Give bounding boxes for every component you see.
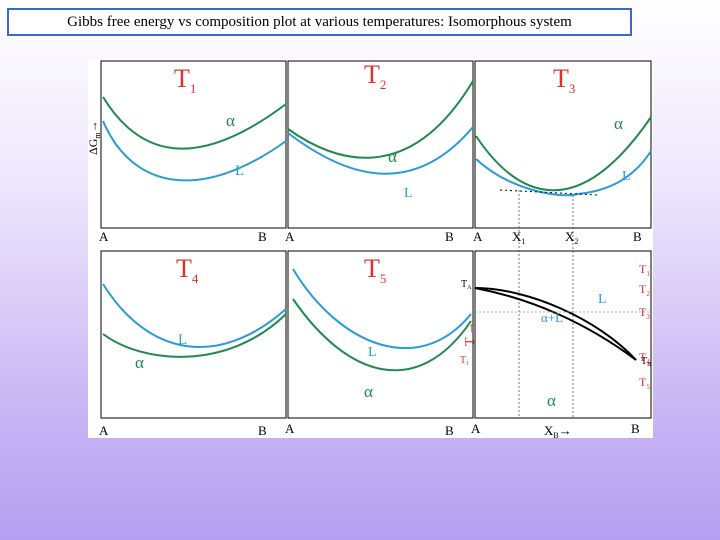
panel-1-alpha-curve [102,96,287,150]
panel-4-right-label: B [258,423,267,438]
x2-label: X2 [565,229,578,246]
region-solid-label: α [547,391,556,410]
panel-3-liquid-label: L [622,169,631,184]
panel-5-liquid-label: L [368,345,377,360]
panel-3-liquid-curve [475,150,652,197]
panel-2-alpha-label: α [388,147,397,166]
panel-3-frame [474,60,652,229]
temp-label-t5: T5 [639,375,650,391]
panel-4-frame [100,250,287,419]
panel-4-temperature-label: T4 [176,254,199,286]
panel-3-temperature-label: T3 [553,64,575,96]
panel-1-liquid-label: L [235,163,244,179]
panel-4-liquid-label: L [178,332,187,348]
figure-panel: ΔGm→ T1 α L A B T2 α L A B T3 α L A B X1… [88,59,653,438]
composition-axis-label: XB→ [544,423,572,438]
panel-2-liquid-curve [287,126,474,175]
temp-label-t4: T4 [639,350,650,366]
panel-1-alpha-label: α [226,111,235,130]
common-tangent-line [499,189,599,196]
phase-left-label: A [471,421,481,436]
panel-5-liquid-curve [292,268,472,350]
panel-1-left-label: A [99,229,109,244]
panel-3-left-label: A [473,229,483,244]
slide-title: Gibbs free energy vs composition plot at… [7,8,632,36]
panel-4-liquid-curve [102,283,287,349]
panel-5-frame [287,250,474,419]
panel-3-alpha-curve [475,116,652,192]
panel-1-temperature-label: T1 [174,64,196,96]
liquidus-curve [474,287,637,361]
phase-right-label: B [631,421,640,436]
panel-2-temperature-label: T2 [364,60,386,92]
panel-4-left-label: A [99,423,109,438]
panel-1-liquid-curve [102,120,287,182]
phase-diagram-frame [474,250,652,419]
panel-3-alpha-label: α [614,114,623,133]
temp-label-t2: T2 [639,282,650,298]
melt-b-label: TB [641,356,651,368]
panel-5-temperature-label: T5 [364,254,386,286]
panel-1-right-label: B [258,229,267,244]
panel-5-alpha-label: α [364,382,373,401]
x1-label: X1 [512,229,525,246]
solidus-curve [474,287,637,361]
panel-5-alpha-curve [292,298,472,372]
free-energy-figure: ΔGm→ T1 α L A B T2 α L A B T3 α L A B X1… [88,60,652,438]
panel-2-right-label: B [445,229,454,244]
left-temperature-marker: T1 [460,355,469,367]
panel-2-alpha-curve [287,80,474,159]
panel-5-left-label: A [285,421,295,436]
panel-2-left-label: A [285,229,295,244]
melt-a-label: TA [461,279,472,291]
panel-3-right-label: B [633,229,642,244]
region-liquid-label: L [598,292,607,307]
panel-5-right-label: B [445,423,454,438]
free-energy-axis-label: ΔGm→ [88,120,102,155]
temp-label-t3: T3 [639,305,650,321]
panel-4-alpha-curve [102,313,287,358]
panel-1-frame [100,60,287,229]
panel-4-alpha-label: α [135,353,144,372]
temp-label-t1: T1 [639,262,650,278]
panel-2-liquid-label: L [404,186,413,201]
temperature-axis-label: T→ [463,321,478,346]
region-two-phase-label: α+L [541,310,563,325]
panel-2-frame [287,60,474,229]
